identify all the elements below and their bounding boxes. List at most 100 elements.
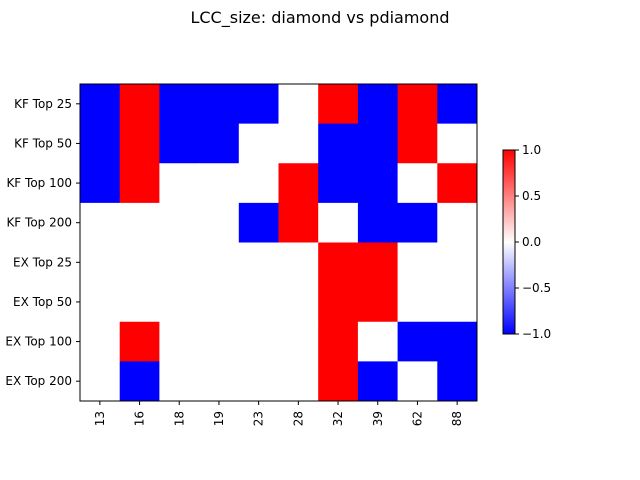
x-tick-label: 18 — [172, 411, 186, 426]
heatmap-cell — [357, 163, 399, 204]
heatmap-cell — [80, 321, 121, 362]
heatmap-cell — [119, 84, 160, 125]
y-tick-label: KF Top 50 — [14, 136, 72, 150]
heatmap-cell — [357, 202, 399, 244]
x-tick-label: 23 — [252, 411, 266, 426]
heatmap-cell — [397, 361, 438, 402]
heatmap-cell — [159, 282, 200, 323]
heatmap-cell — [397, 84, 438, 125]
heatmap-cell — [318, 282, 359, 323]
chart-title: LCC_size: diamond vs pdiamond — [190, 8, 449, 28]
y-tick-label: EX Top 100 — [5, 335, 72, 349]
x-tick-label: 19 — [212, 411, 226, 426]
heatmap-cell — [80, 242, 121, 283]
heatmap-cell — [159, 202, 200, 244]
heatmap-cell — [159, 163, 200, 204]
colorbar-tick-label: 0.0 — [522, 235, 541, 249]
heatmap-cell — [437, 202, 478, 244]
heatmap-cell — [199, 361, 240, 402]
heatmap-cell — [437, 163, 478, 204]
heatmap-cell — [159, 321, 200, 362]
heatmap-cell — [278, 163, 319, 204]
x-tick-label: 32 — [331, 411, 345, 426]
heatmap-cell — [199, 202, 240, 244]
heatmap-cell — [199, 242, 240, 283]
heatmap-cell — [437, 242, 478, 283]
colorbar-tick-label: 0.5 — [522, 189, 541, 203]
heatmap-cell — [238, 84, 279, 125]
heatmap-cell — [397, 123, 438, 164]
y-axis: KF Top 25 KF Top 50 KF Top 100 KF Top 200 EX… — [5, 97, 80, 388]
x-axis: 13 16 18 19 23 28 32 39 62 88 — [93, 401, 464, 426]
heatmap-cell — [199, 321, 240, 362]
heatmap-cell — [318, 123, 359, 164]
heatmap-cell — [159, 84, 200, 125]
heatmap-cell — [318, 321, 359, 362]
heatmap-cell — [119, 282, 160, 323]
heatmap-cell — [318, 202, 359, 244]
heatmap-cell — [357, 361, 399, 402]
heatmap-cell — [80, 202, 121, 244]
heatmap-cell — [357, 84, 399, 125]
heatmap-cell — [437, 321, 478, 362]
heatmap-cell — [238, 123, 279, 164]
colorbar-gradient — [502, 149, 516, 335]
x-tick-label: 62 — [410, 411, 424, 426]
heatmap-cell — [357, 242, 399, 283]
heatmap-cell — [199, 84, 240, 125]
heatmap-cell — [238, 282, 279, 323]
x-tick-label: 16 — [133, 411, 147, 426]
colorbar-tick-label: −0.5 — [522, 281, 551, 295]
y-tick-label: KF Top 200 — [6, 216, 72, 230]
heatmap-cell — [199, 163, 240, 204]
heatmap-cell — [318, 361, 359, 402]
heatmap-cell — [119, 361, 160, 402]
heatmap-cell — [397, 242, 438, 283]
heatmap-cell — [159, 361, 200, 402]
heatmap-cell — [357, 123, 399, 164]
heatmap-cell — [119, 163, 160, 204]
y-tick-label: EX Top 25 — [13, 255, 72, 269]
heatmap-cell — [437, 361, 478, 402]
x-tick-label: 13 — [93, 411, 107, 426]
heatmap-cell — [357, 321, 399, 362]
heatmap-cell — [318, 242, 359, 283]
heatmap-cell — [278, 242, 319, 283]
heatmap-cell — [238, 202, 279, 244]
heatmap-cell — [437, 84, 478, 125]
colorbar-tick-label: 1.0 — [522, 143, 541, 157]
heatmap-cell — [357, 282, 399, 323]
heatmap-cell — [238, 242, 279, 283]
heatmap-cell — [278, 361, 319, 402]
heatmap-cell — [238, 321, 279, 362]
heatmap-cell — [278, 84, 319, 125]
heatmap-cell — [278, 282, 319, 323]
heatmap-cell — [318, 84, 359, 125]
heatmap-cell — [119, 321, 160, 362]
heatmap-cell — [397, 163, 438, 204]
heatmap-cell — [278, 321, 319, 362]
heatmap-cell — [80, 361, 121, 402]
x-tick-label: 88 — [450, 411, 464, 426]
heatmap-cell — [278, 123, 319, 164]
y-tick-label: KF Top 100 — [6, 176, 72, 190]
y-tick-label: EX Top 50 — [13, 295, 72, 309]
heatmap-cell — [80, 84, 121, 125]
x-tick-label: 28 — [291, 411, 305, 426]
heatmap-cell — [80, 163, 121, 204]
heatmap-cell — [238, 361, 279, 402]
heatmap-cell — [397, 202, 438, 244]
y-tick-label: KF Top 25 — [14, 97, 72, 111]
colorbar: 1.0 0.5 0.0 −0.5 −1.0 — [502, 143, 551, 341]
heatmap-cell — [437, 282, 478, 323]
heatmap-cell — [397, 282, 438, 323]
heatmap-cell — [199, 282, 240, 323]
heatmap-cell — [318, 163, 359, 204]
heatmap-cell — [119, 123, 160, 164]
heatmap-cell — [437, 123, 478, 164]
heatmap-cell — [159, 123, 200, 164]
heatmap-cell — [119, 202, 160, 244]
heatmap-cell — [397, 321, 438, 362]
heatmap-cell — [278, 202, 319, 244]
